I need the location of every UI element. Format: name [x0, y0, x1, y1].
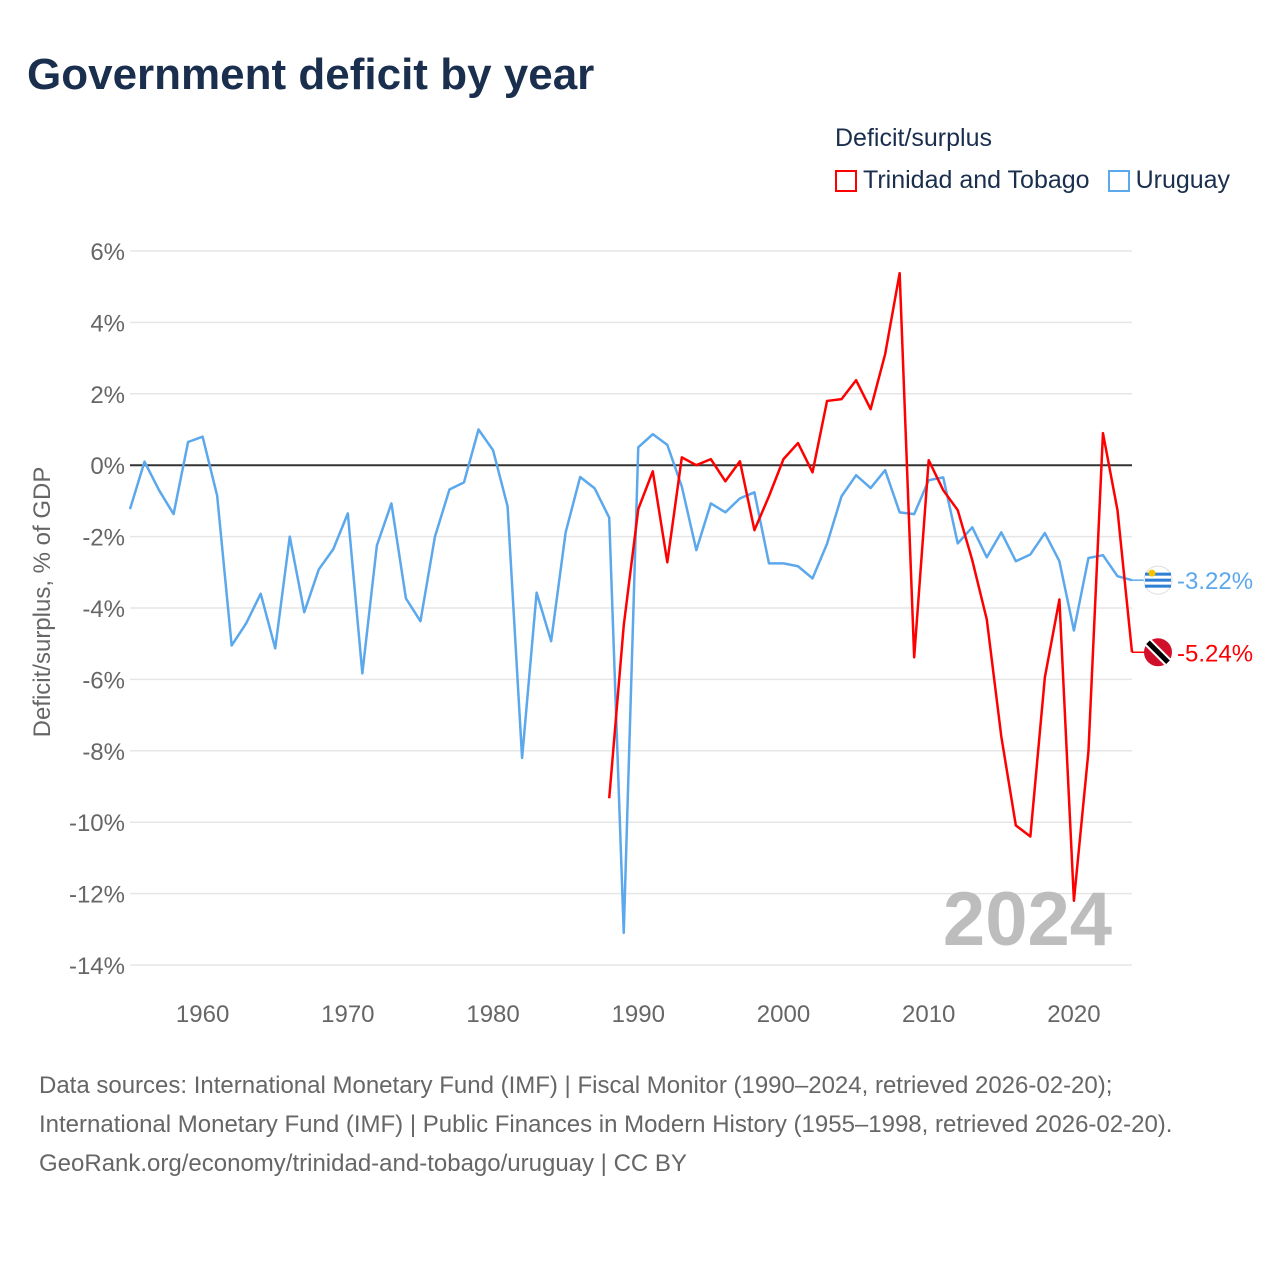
y-tick-label: 4%: [90, 310, 125, 337]
legend-label-trinidad: Trinidad and Tobago: [863, 166, 1090, 194]
y-tick-label: -8%: [82, 739, 125, 766]
y-tick-label: -10%: [69, 810, 125, 837]
x-tick-label: 2000: [757, 1001, 810, 1028]
footer: Data sources: International Monetary Fun…: [39, 1066, 1239, 1183]
end-value-label: -3.22%: [1177, 568, 1253, 595]
y-axis-label: Deficit/surplus, % of GDP: [29, 467, 56, 738]
legend-swatch-uruguay: [1107, 169, 1130, 192]
x-tick-label: 2020: [1047, 1001, 1100, 1028]
end-value-label: -5.24%: [1177, 640, 1253, 667]
y-tick-label: -2%: [82, 525, 125, 552]
data-sources: Data sources: International Monetary Fun…: [39, 1072, 1173, 1138]
series-line-uruguay: [128, 428, 1133, 935]
flag-stripe: [1145, 578, 1171, 582]
chart-title: Government deficit by year: [27, 50, 595, 99]
x-tick-label: 1970: [321, 1001, 374, 1028]
legend: Trinidad and Tobago Uruguay: [835, 166, 1230, 195]
legend-label-uruguay: Uruguay: [1135, 166, 1231, 194]
x-tick-label: 1960: [176, 1001, 229, 1028]
x-tick-label: 1980: [466, 1001, 519, 1028]
series-line-trinidad-and-tobago: [607, 271, 1134, 902]
flag-stripe: [1145, 572, 1171, 576]
y-tick-label: 2%: [90, 382, 125, 409]
flag-stripe: [1145, 584, 1171, 588]
y-tick-label: 6%: [90, 239, 125, 266]
legend-swatch-trinidad: [835, 169, 857, 192]
year-watermark: 2024: [943, 877, 1112, 962]
x-tick-label: 1990: [612, 1001, 665, 1028]
y-tick-label: -12%: [69, 882, 125, 909]
y-tick-label: -4%: [82, 596, 125, 623]
credit-link[interactable]: GeoRank.org/economy/trinidad-and-tobago/…: [39, 1150, 687, 1177]
legend-title: Deficit/surplus: [835, 124, 992, 152]
y-tick-label: -14%: [69, 953, 125, 980]
flag-band-black: [1146, 640, 1170, 665]
y-tick-label: 0%: [90, 453, 125, 480]
y-tick-label: -6%: [82, 667, 125, 694]
legend-item-trinidad[interactable]: Trinidad and Tobago: [835, 166, 1090, 195]
x-tick-label: 2010: [902, 1001, 955, 1028]
flag-sun: [1148, 569, 1156, 577]
legend-item-uruguay[interactable]: Uruguay: [1107, 166, 1231, 195]
